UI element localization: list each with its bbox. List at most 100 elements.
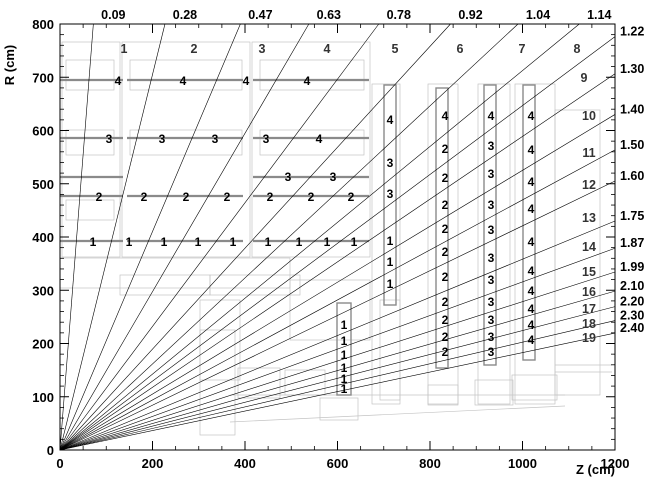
- station-label: 1: [387, 234, 394, 248]
- eta-label: 0.47: [248, 8, 272, 22]
- eta-label: 0.09: [101, 8, 125, 22]
- station-label: 4: [528, 143, 535, 157]
- station-label: 4: [528, 109, 535, 123]
- y-tick-label: 500: [32, 177, 54, 192]
- station-label: 4: [528, 302, 535, 316]
- eta-label: 1.40: [620, 102, 644, 116]
- y-tick-label: 400: [32, 230, 54, 245]
- x-tick-label: 400: [234, 456, 256, 471]
- station-label: 4: [528, 202, 535, 216]
- eta-line: [59, 220, 616, 451]
- y-tick-label: 0: [47, 443, 54, 458]
- station-label: 4: [528, 333, 535, 347]
- station-label: 4: [528, 175, 535, 189]
- station-label: 4: [528, 284, 535, 298]
- eta-line: [59, 23, 94, 451]
- eta-line: [59, 73, 616, 451]
- station-label: 2: [442, 345, 449, 359]
- station-label: 1: [126, 235, 133, 249]
- station-label: 3: [488, 198, 495, 212]
- section-label: 14: [582, 240, 596, 254]
- station-label: 2: [442, 171, 449, 185]
- station-label: 1: [324, 235, 331, 249]
- eta-label: 0.28: [173, 8, 197, 22]
- eta-label: 2.20: [620, 295, 644, 309]
- station-label: 4: [442, 109, 449, 123]
- eta-line: [59, 23, 380, 451]
- eta-line: [59, 36, 616, 451]
- eta-line: [59, 180, 616, 451]
- endcap-chambers: [336, 84, 536, 396]
- eta-line: [59, 114, 616, 451]
- section-label: 3: [259, 42, 266, 56]
- station-label: 3: [488, 223, 495, 237]
- eta-line: [59, 23, 519, 451]
- eta-label: 0.92: [458, 8, 482, 22]
- station-label: 3: [488, 345, 495, 359]
- station-label: 2: [442, 198, 449, 212]
- eta-line: [59, 23, 166, 451]
- eta-label: 1.75: [620, 209, 644, 223]
- station-label: 3: [263, 132, 270, 146]
- eta-label: 1.22: [620, 25, 644, 39]
- eta-label: 1.04: [526, 8, 550, 22]
- station-label: 1: [161, 235, 168, 249]
- x-tick-label: 1000: [508, 456, 537, 471]
- eta-line: [59, 332, 616, 451]
- station-label: 3: [159, 132, 166, 146]
- station-label: 4: [180, 74, 187, 88]
- y-axis-title: R (cm): [2, 45, 17, 85]
- x-tick-label: 600: [327, 456, 349, 471]
- section-labels: 1 2 3 4 5 6 7 8 9 10 11 12 13 14 15 16 1…: [121, 42, 596, 345]
- station-label: 4: [243, 74, 250, 88]
- section-label: 15: [582, 265, 596, 279]
- station-label: 3: [212, 132, 219, 146]
- station-label: 4: [528, 318, 535, 332]
- station-label: 2: [442, 245, 449, 259]
- station-label: 3: [106, 132, 113, 146]
- station-label: 1: [230, 235, 237, 249]
- section-label: 18: [582, 317, 596, 331]
- station-label: 4: [488, 109, 495, 123]
- eta-line: [59, 306, 616, 451]
- station-label: 2: [224, 190, 231, 204]
- station-label: 1: [351, 235, 358, 249]
- station-label: 1: [387, 255, 394, 269]
- station-label: 4: [387, 113, 394, 127]
- station-label: 4: [316, 132, 323, 146]
- station-label: 1: [341, 361, 348, 375]
- eta-label: 0.78: [387, 8, 411, 22]
- station-label: 1: [341, 318, 348, 332]
- section-label: 9: [581, 71, 588, 85]
- eta-label: 1.87: [620, 236, 644, 250]
- station-label: 3: [488, 330, 495, 344]
- axis-ticks: 0 200 400 600 800 1000 1200 0 100 200 300 400 500 600…: [32, 17, 629, 471]
- eta-label: 1.14: [587, 8, 611, 22]
- section-label: 17: [582, 302, 596, 316]
- eta-label: 1.99: [620, 260, 644, 274]
- station-label: 3: [488, 295, 495, 309]
- eta-line: [59, 271, 616, 451]
- section-label: 16: [582, 285, 596, 299]
- station-label: 3: [330, 170, 337, 184]
- station-label: 2: [442, 270, 449, 284]
- station-label: 2: [442, 330, 449, 344]
- station-label: 1: [341, 372, 348, 386]
- section-label: 1: [121, 42, 128, 56]
- station-label: 1: [296, 235, 303, 249]
- station-label: 2: [308, 190, 315, 204]
- station-label: 3: [285, 170, 292, 184]
- endcap-station-labels: 1 1 1 1 1 1 4 3 3 1 1 1 4 2 2 2 2 2 2 2 …: [341, 109, 535, 396]
- section-label: 2: [191, 42, 198, 56]
- section-label: 12: [582, 178, 596, 192]
- y-tick-label: 800: [32, 17, 54, 32]
- section-label: 5: [392, 42, 399, 56]
- x-tick-label: 200: [142, 456, 164, 471]
- station-label: 4: [115, 74, 122, 88]
- x-axis-title: Z (cm): [576, 462, 615, 477]
- x-tick-label: 0: [56, 456, 63, 471]
- y-tick-label: 100: [32, 390, 54, 405]
- section-label: 8: [574, 42, 581, 56]
